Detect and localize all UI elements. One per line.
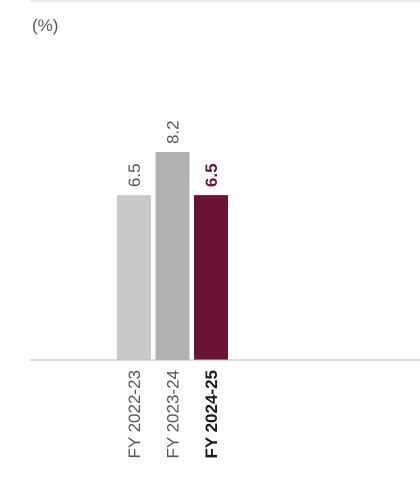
- category-label-3: FY 2024-25: [202, 370, 221, 459]
- value-label-3: 6.5: [202, 163, 221, 187]
- category-labels-group: FY 2022-23 FY 2023-24 FY 2024-25: [125, 370, 221, 459]
- value-labels-group: 6.5 8.2 6.5: [125, 120, 221, 187]
- bar-1: [117, 195, 151, 360]
- bars-group: [117, 152, 228, 360]
- bar-3: [194, 195, 228, 360]
- value-label-1: 6.5: [125, 163, 144, 187]
- unit-label: (%): [32, 16, 58, 35]
- bar-2: [155, 152, 190, 360]
- category-label-2: FY 2023-24: [164, 370, 183, 459]
- value-label-2: 8.2: [164, 120, 183, 144]
- category-label-1: FY 2022-23: [125, 370, 144, 459]
